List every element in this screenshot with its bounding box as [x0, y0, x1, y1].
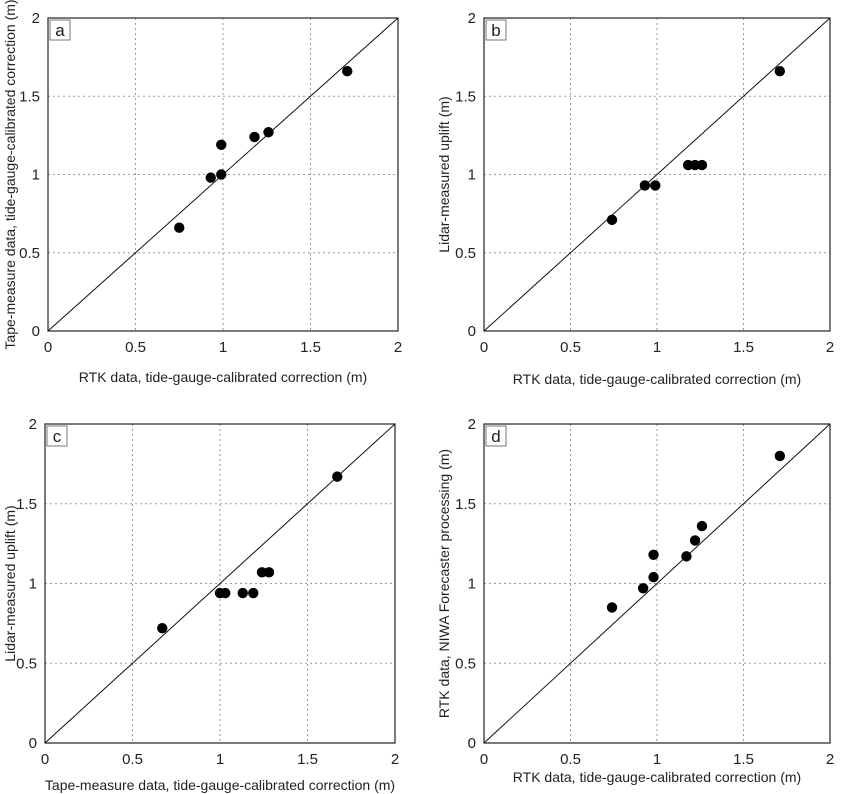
data-point [774, 450, 786, 462]
x-tick-label: 2 [826, 339, 834, 356]
x-tick-label: 1.5 [300, 339, 321, 356]
x-axis-label: RTK data, tide-gauge-calibrated correcti… [513, 371, 801, 387]
data-point [681, 551, 692, 562]
data-point [263, 127, 274, 138]
y-tick-label: 0 [29, 735, 37, 752]
y-axis-label: RTK data, NIWA Forecaster processing (m) [436, 449, 452, 718]
plot-frame [47, 17, 399, 332]
panel-a: 0 0.5 1 1.5 2 0 0.5 1 1.5 2 RTK data, tide-gauge-c… [2, 0, 402, 385]
data-point [216, 139, 227, 150]
y-tick-label: 2 [468, 10, 476, 27]
plot-frame [44, 423, 396, 744]
y-axis-label: Tape-measure data, tide-gauge-calibrated… [2, 0, 18, 350]
x-axis-label: RTK data, tide-gauge-calibrated correcti… [513, 769, 801, 785]
y-tick-label: 0.5 [455, 655, 476, 672]
panel-label: c [53, 427, 62, 446]
data-point [332, 471, 343, 482]
y-tick-label: 0 [32, 323, 40, 340]
y-tick-label: 0.5 [16, 655, 37, 672]
y-tick-label: 1 [468, 576, 476, 593]
y-tick-label: 0.5 [455, 245, 476, 262]
panel-label: a [55, 21, 65, 40]
panel-label-box [49, 19, 71, 41]
plot-frame [483, 423, 831, 744]
data-point [696, 159, 708, 171]
panel-label-box [46, 425, 68, 447]
y-tick-label: 0.5 [19, 245, 40, 262]
data-point [174, 222, 185, 233]
y-tick-label: 1.5 [455, 88, 476, 105]
one-to-one-line [483, 17, 831, 332]
y-tick-label: 0 [468, 323, 476, 340]
y-tick-label: 2 [29, 416, 37, 433]
x-tick-label: 0.5 [125, 339, 146, 356]
y-axis-label: Lidar-measured uplift (m) [436, 96, 452, 252]
x-tick-label: 2 [394, 339, 402, 356]
y-tick-label: 1 [32, 167, 40, 184]
y-tick-label: 1 [29, 576, 37, 593]
panel-b: 0 0.5 1 1.5 2 0 0.5 1 1.5 2 RTK data, tide-gauge-c… [436, 10, 834, 387]
data-point [216, 169, 227, 180]
data-point [237, 587, 248, 599]
data-point [342, 66, 353, 77]
x-tick-label: 1 [219, 339, 227, 356]
x-tick-label: 0 [41, 751, 49, 768]
x-tick-label: 1.5 [297, 751, 318, 768]
data-point [248, 587, 259, 599]
x-tick-label: 1.5 [733, 339, 754, 356]
x-tick-label: 1 [216, 751, 224, 768]
y-tick-label: 1 [468, 167, 476, 184]
data-point [606, 602, 618, 613]
data-point [157, 622, 168, 634]
x-tick-label: 2 [391, 751, 399, 768]
x-tick-label: 0 [480, 339, 488, 356]
panel-label: d [491, 427, 500, 446]
plot-frame [483, 17, 831, 332]
panel-c: 0 0.5 1 1.5 2 0 0.5 1 1.5 2 Tape-measure data, tid… [2, 416, 399, 793]
data-point [648, 549, 659, 560]
x-tick-label: 0 [480, 751, 488, 768]
y-tick-label: 2 [32, 10, 40, 27]
data-point [220, 587, 231, 599]
panel-label-box [485, 425, 507, 447]
y-tick-label: 1.5 [16, 496, 37, 513]
data-point [263, 567, 275, 578]
y-tick-label: 2 [468, 416, 476, 433]
y-tick-label: 1.5 [19, 88, 40, 105]
x-tick-label: 0.5 [560, 751, 581, 768]
data-point [249, 131, 260, 143]
data-point [689, 535, 701, 546]
one-to-one-line [483, 423, 831, 744]
x-axis-label: Tape-measure data, tide-gauge-calibrated… [45, 777, 395, 793]
x-tick-label: 1 [653, 751, 661, 768]
data-point [606, 214, 618, 226]
y-tick-label: 1.5 [455, 496, 476, 513]
data-point [774, 66, 786, 77]
panel-label-box [485, 19, 507, 41]
y-tick-label: 0 [468, 735, 476, 752]
x-tick-label: 2 [826, 751, 834, 768]
x-tick-label: 1.5 [733, 751, 754, 768]
x-axis-label: RTK data, tide-gauge-calibrated correcti… [79, 369, 367, 385]
data-point [648, 571, 659, 583]
data-point [639, 180, 651, 191]
data-point [696, 520, 708, 532]
y-axis-label: Lidar-measured uplift (m) [2, 505, 18, 661]
data-point [637, 583, 649, 594]
x-tick-label: 0 [44, 339, 52, 356]
panel-d: 0 0.5 1 1.5 2 0 0.5 1 1.5 2 RTK data, tide-gauge-c… [436, 416, 834, 785]
x-tick-label: 1 [653, 339, 661, 356]
data-point [650, 180, 661, 191]
panel-label: b [491, 21, 500, 40]
x-tick-label: 0.5 [122, 751, 143, 768]
x-tick-label: 0.5 [560, 339, 581, 356]
data-point [205, 172, 216, 183]
